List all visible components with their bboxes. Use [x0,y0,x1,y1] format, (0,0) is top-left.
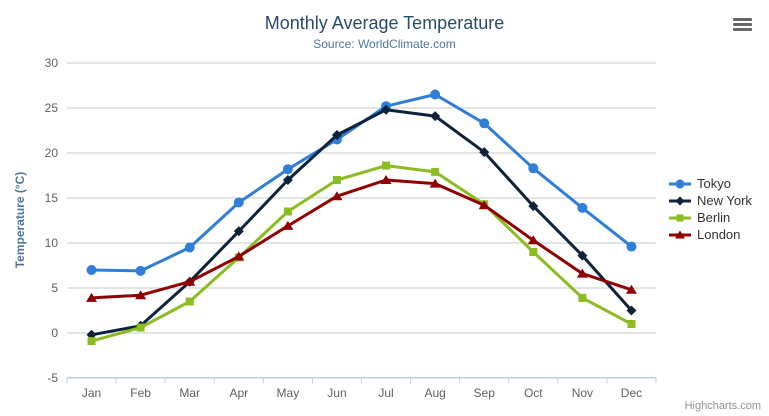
hamburger-icon [733,18,752,21]
chart-subtitle: Source: WorldClimate.com [313,37,456,51]
data-point-diamond-marker[interactable] [479,147,490,158]
data-point-circle-marker[interactable] [233,197,244,208]
data-point-square-marker[interactable] [87,337,96,346]
data-point-diamond-marker[interactable] [233,226,244,237]
data-point-diamond-marker[interactable] [626,305,637,316]
data-point-triangle-marker[interactable] [478,200,490,210]
y-tick-label: 20 [45,146,59,160]
export-menu-button[interactable] [733,18,752,33]
data-point-triangle-marker[interactable] [527,235,539,245]
data-point-circle-marker[interactable] [626,241,637,252]
data-point-triangle-marker[interactable] [282,220,294,230]
x-axis-label: Dec [621,386,642,400]
legend-item-berlin[interactable]: Berlin [668,209,752,226]
legend-label: New York [697,193,752,208]
data-point-triangle-marker[interactable] [576,268,588,278]
x-axis-label: Nov [572,386,593,400]
data-point-square-marker[interactable] [283,207,292,216]
data-point-circle-marker[interactable] [479,118,490,129]
data-point-diamond-marker[interactable] [675,196,685,205]
legend-square-marker-icon [669,214,691,221]
data-point-triangle-marker[interactable] [233,251,245,261]
data-point-square-marker[interactable] [382,161,391,170]
data-point-diamond-marker[interactable] [282,175,293,185]
legend-circle-marker-icon [669,179,691,188]
y-tick-label: 10 [45,236,59,250]
legend-diamond-marker-icon [669,196,691,205]
y-tick-label: 15 [45,191,59,205]
data-point-square-marker[interactable] [185,297,194,306]
x-axis-label: Oct [524,386,543,400]
y-axis-title: Temperature (°C) [13,171,27,269]
y-tick-label: 0 [51,326,58,340]
data-point-diamond-marker[interactable] [577,250,588,261]
legend-item-london[interactable]: London [668,226,752,243]
legend-label: Tokyo [697,176,731,191]
x-axis-label: Aug [424,386,445,400]
y-tick-label: -5 [47,371,58,385]
data-point-circle-marker[interactable] [282,164,293,175]
data-point-diamond-marker[interactable] [430,111,441,122]
hamburger-icon [733,28,752,31]
data-point-circle-marker[interactable] [184,242,195,253]
data-point-square-marker[interactable] [578,293,587,302]
y-tick-label: 25 [45,101,59,115]
data-point-triangle-marker[interactable] [86,292,98,302]
data-point-square-marker[interactable] [136,323,145,332]
data-point-circle-marker[interactable] [135,265,146,276]
data-point-square-marker[interactable] [627,320,636,328]
data-point-triangle-marker[interactable] [380,175,392,184]
series-line-new-york [90,108,633,337]
x-axis-label: Sep [474,386,496,400]
y-tick-label: 30 [45,56,59,70]
series-line-berlin [90,164,633,343]
data-point-square-marker[interactable] [676,214,684,221]
legend-item-new-york[interactable]: New York [668,192,752,209]
data-point-circle-marker[interactable] [577,202,588,213]
data-point-diamond-marker[interactable] [528,201,539,212]
x-axis-label: Jul [378,386,393,400]
legend-triangle-marker-icon [669,230,691,238]
data-point-square-marker[interactable] [332,176,341,184]
chart-title: Monthly Average Temperature [264,13,505,33]
data-point-circle-marker[interactable] [86,265,97,275]
data-point-square-marker[interactable] [529,248,538,256]
legend-label: London [697,227,741,242]
legend-label: Berlin [697,210,731,225]
x-axis-label: Jun [327,386,346,400]
data-point-triangle-marker[interactable] [135,290,147,300]
legend-item-tokyo[interactable]: Tokyo [668,175,752,192]
data-point-diamond-marker[interactable] [331,130,342,140]
data-point-square-marker[interactable] [431,167,440,176]
data-point-triangle-marker[interactable] [429,178,441,188]
y-tick-label: 5 [51,281,58,295]
x-axis-label: Mar [179,386,200,400]
series-line-london [90,178,633,300]
legend: Tokyo New York Berlin London [668,175,752,243]
x-axis-label: Apr [229,386,248,400]
data-point-circle-marker[interactable] [528,163,539,174]
data-point-circle-marker[interactable] [430,89,441,100]
data-point-triangle-marker[interactable] [625,284,637,294]
data-point-diamond-marker[interactable] [381,104,392,115]
data-point-triangle-marker[interactable] [184,276,196,286]
x-axis-label: Jan [82,386,101,400]
hamburger-icon [733,23,752,26]
data-point-circle-marker[interactable] [675,179,685,188]
data-point-triangle-marker[interactable] [331,191,343,201]
data-point-triangle-marker[interactable] [675,230,685,238]
x-axis-label: May [277,386,300,400]
x-axis-label: Feb [130,386,151,400]
credits-link[interactable]: Highcharts.com [684,400,761,412]
